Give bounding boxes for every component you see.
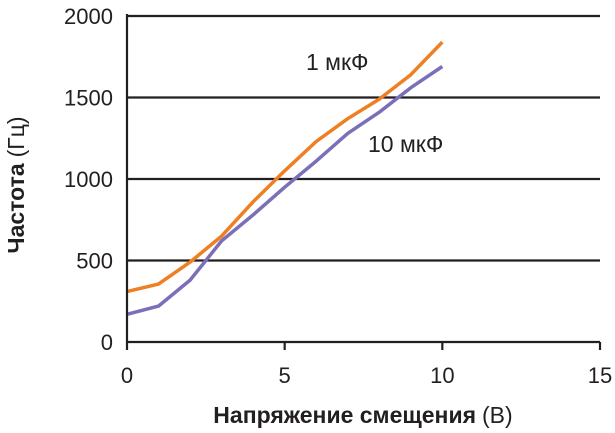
y-tick-label-1000: 1000 — [64, 167, 113, 192]
series-label-1uf: 1 мкФ — [306, 49, 369, 75]
series-line-0 — [126, 40, 444, 294]
y-axis-title: Частота (Гц) — [3, 116, 29, 253]
tick-labels: 0 500 1000 1500 2000 0 5 10 15 — [64, 4, 612, 388]
y-tick-label-500: 500 — [76, 249, 113, 274]
x-tick-label-15: 15 — [588, 363, 612, 388]
y-tick-label-2000: 2000 — [64, 4, 113, 29]
y-tick-label-0: 0 — [101, 330, 113, 355]
series-label-10uf: 10 мкФ — [368, 131, 443, 157]
x-tick-label-5: 5 — [279, 363, 291, 388]
y-tick-label-1500: 1500 — [64, 86, 113, 111]
series-line-1 — [126, 65, 444, 316]
x-axis-title-unit: (В) — [482, 402, 513, 428]
y-axis-title-unit: (Гц) — [3, 116, 29, 157]
grid-lines — [127, 14, 600, 262]
x-axis-title: Напряжение смещения (В) — [213, 402, 512, 428]
y-axis-title-main: Частота — [3, 163, 29, 253]
x-axis-title-main: Напряжение смещения — [213, 402, 476, 428]
x-tick-label-0: 0 — [121, 363, 133, 388]
axes — [125, 14, 602, 350]
x-tick-label-10: 10 — [430, 363, 454, 388]
series-lines — [126, 40, 444, 316]
